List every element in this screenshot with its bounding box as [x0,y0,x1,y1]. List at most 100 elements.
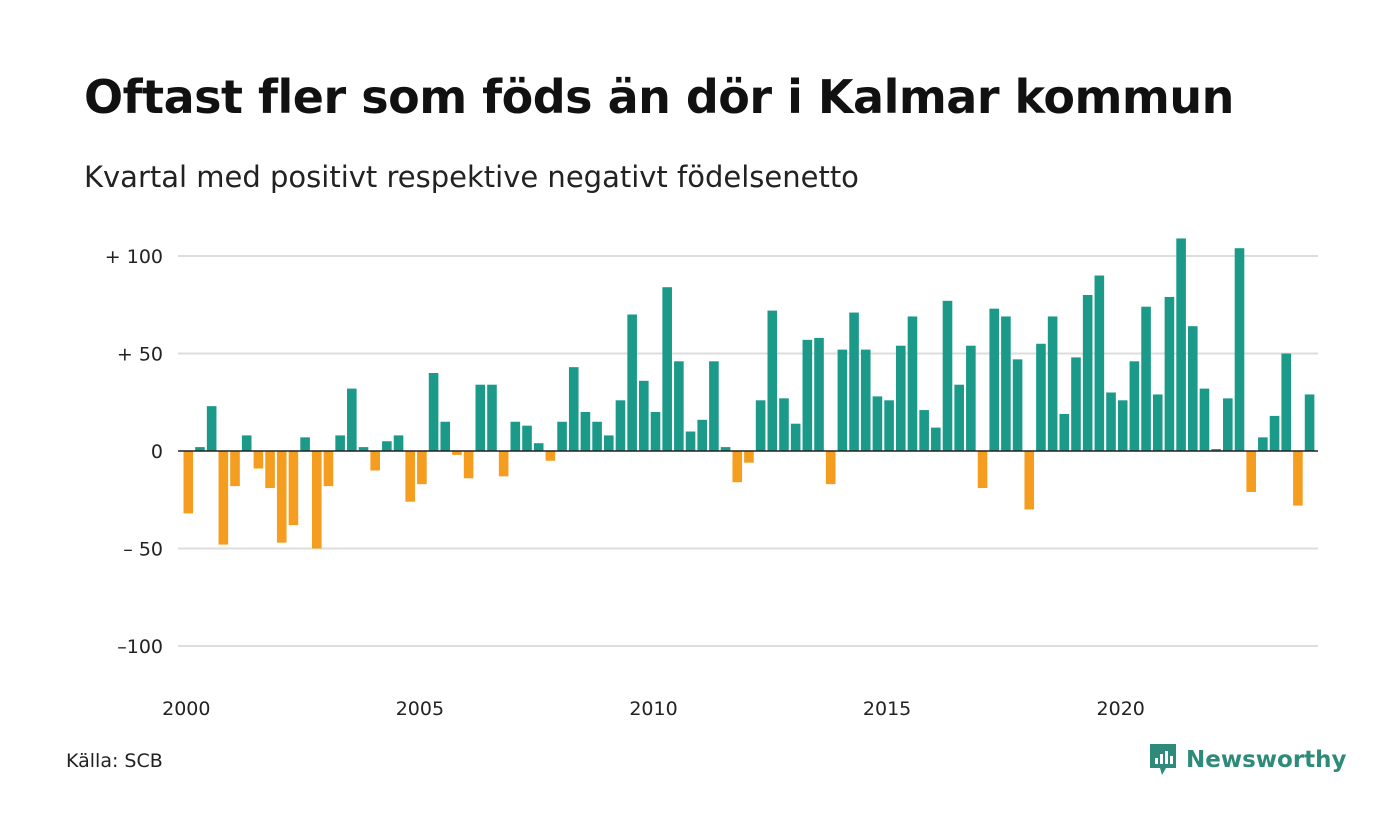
bar [755,400,766,451]
bar [849,312,859,451]
bar [954,384,964,451]
bar [744,451,754,463]
y-tick-label: + 100 [105,246,163,268]
bar [580,412,591,451]
bar [1059,413,1070,451]
bar [837,349,848,451]
bar [370,451,380,471]
bar [697,419,708,451]
bar [463,451,474,479]
bar [1293,451,1303,506]
bar [452,451,462,455]
bar [662,287,672,451]
bar [1094,275,1105,451]
bar [183,451,194,514]
bar [860,349,871,451]
bar [825,451,836,485]
bar [1223,398,1233,451]
bar [1152,394,1163,451]
bar [989,308,1000,451]
bar-chart: + 100 + 50 0 – 50 –100 2000 2005 2010 2015 2020 [105,238,1318,720]
bar [230,451,240,487]
bar [615,400,626,451]
bar [335,435,345,451]
bar [288,451,299,526]
bar [779,398,789,451]
bar [568,367,579,451]
bar [533,443,544,451]
bar [802,339,813,451]
bar [790,423,801,451]
bar [907,316,918,451]
bar [1036,343,1046,451]
bar [685,431,696,451]
bar [592,421,602,451]
bar [498,451,509,477]
x-tick-label: 2010 [629,698,677,720]
bar [1012,359,1023,451]
bar [545,451,556,461]
chart-title: Oftast fler som föds än dör i Kalmar kom… [84,70,1234,124]
bar [557,421,567,451]
bar [732,451,743,483]
bar [1106,392,1116,451]
bar [1176,238,1186,451]
bar [522,425,532,451]
bar [1269,415,1280,451]
bar [218,451,229,545]
bar [720,447,731,451]
bar [1141,306,1151,451]
bar [417,451,427,485]
bar [358,447,369,451]
bar [709,361,719,451]
chart-subtitle: Kvartal med positivt respektive negativt… [84,160,859,194]
bar [253,451,264,469]
brand-name: Newsworthy [1186,747,1347,773]
bar [767,310,778,451]
x-tick-label: 2000 [162,698,210,720]
bar [1234,248,1245,451]
bar [650,412,661,451]
bar [195,447,205,451]
bar [1246,451,1256,492]
bar [639,380,649,451]
bar [1199,388,1210,451]
bar [1001,316,1011,451]
x-axis-labels: 2000 2005 2010 2015 2020 [162,698,1145,720]
bar [942,300,953,451]
bar [1187,326,1198,451]
bar [1129,361,1140,451]
y-tick-label: –100 [117,636,163,658]
bars [183,238,1315,549]
bar [872,396,883,451]
bar [966,345,976,451]
bar [347,388,357,451]
bar [1258,437,1268,451]
bar [1024,451,1035,510]
bar [931,427,941,451]
bar [627,314,637,451]
grid-lines [178,255,1318,647]
bar [1211,449,1221,451]
y-axis-labels: + 100 + 50 0 – 50 –100 [105,246,163,658]
bar [265,451,275,489]
bar [977,451,988,489]
y-tick-label: – 50 [123,539,163,561]
source-note: Källa: SCB [66,750,163,772]
bar [674,361,684,451]
bar [510,421,521,451]
bar [1117,400,1128,451]
bar [382,441,392,451]
x-tick-label: 2015 [863,698,911,720]
bar [603,435,614,451]
bar [206,406,217,451]
bar [814,337,824,451]
bar [895,345,906,451]
newsworthy-logo-icon [1150,744,1176,775]
bar [405,451,416,502]
bar [393,435,404,451]
bar [1082,295,1093,451]
bar [311,451,322,549]
newsworthy-logo: Newsworthy [1148,742,1347,778]
bar [475,384,486,451]
